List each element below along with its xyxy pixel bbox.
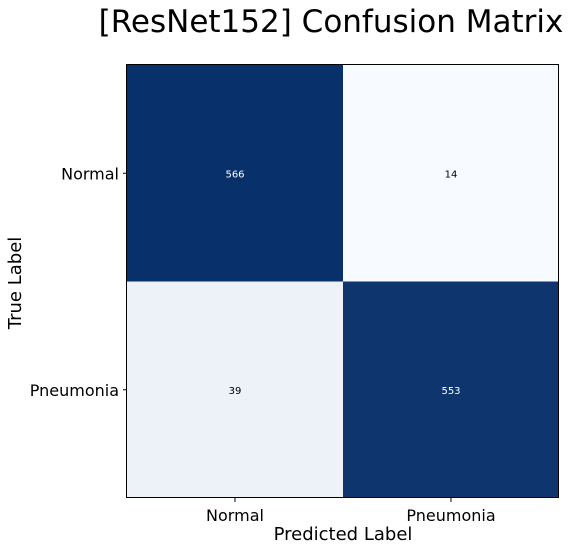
y-axis-ticks: Normal Pneumonia	[30, 164, 127, 400]
cell-value-label: 566	[225, 169, 244, 180]
cell-value-label: 14	[445, 169, 458, 180]
y-tick-label: Pneumonia	[30, 381, 119, 400]
x-tick-label: Normal	[206, 506, 264, 525]
chart-title: [ResNet152] Confusion Matrix	[99, 4, 564, 40]
x-tick-label: Pneumonia	[406, 506, 495, 525]
x-axis-label: Predicted Label	[274, 524, 413, 545]
y-axis-label: True Label	[5, 237, 26, 331]
heatmap-cells: 566 14 39 553	[127, 65, 559, 498]
cell-value-label: 553	[441, 386, 460, 397]
y-tick-label: Normal	[61, 164, 119, 183]
cell-value-label: 39	[229, 386, 242, 397]
x-axis-ticks: Normal Pneumonia	[206, 498, 496, 525]
